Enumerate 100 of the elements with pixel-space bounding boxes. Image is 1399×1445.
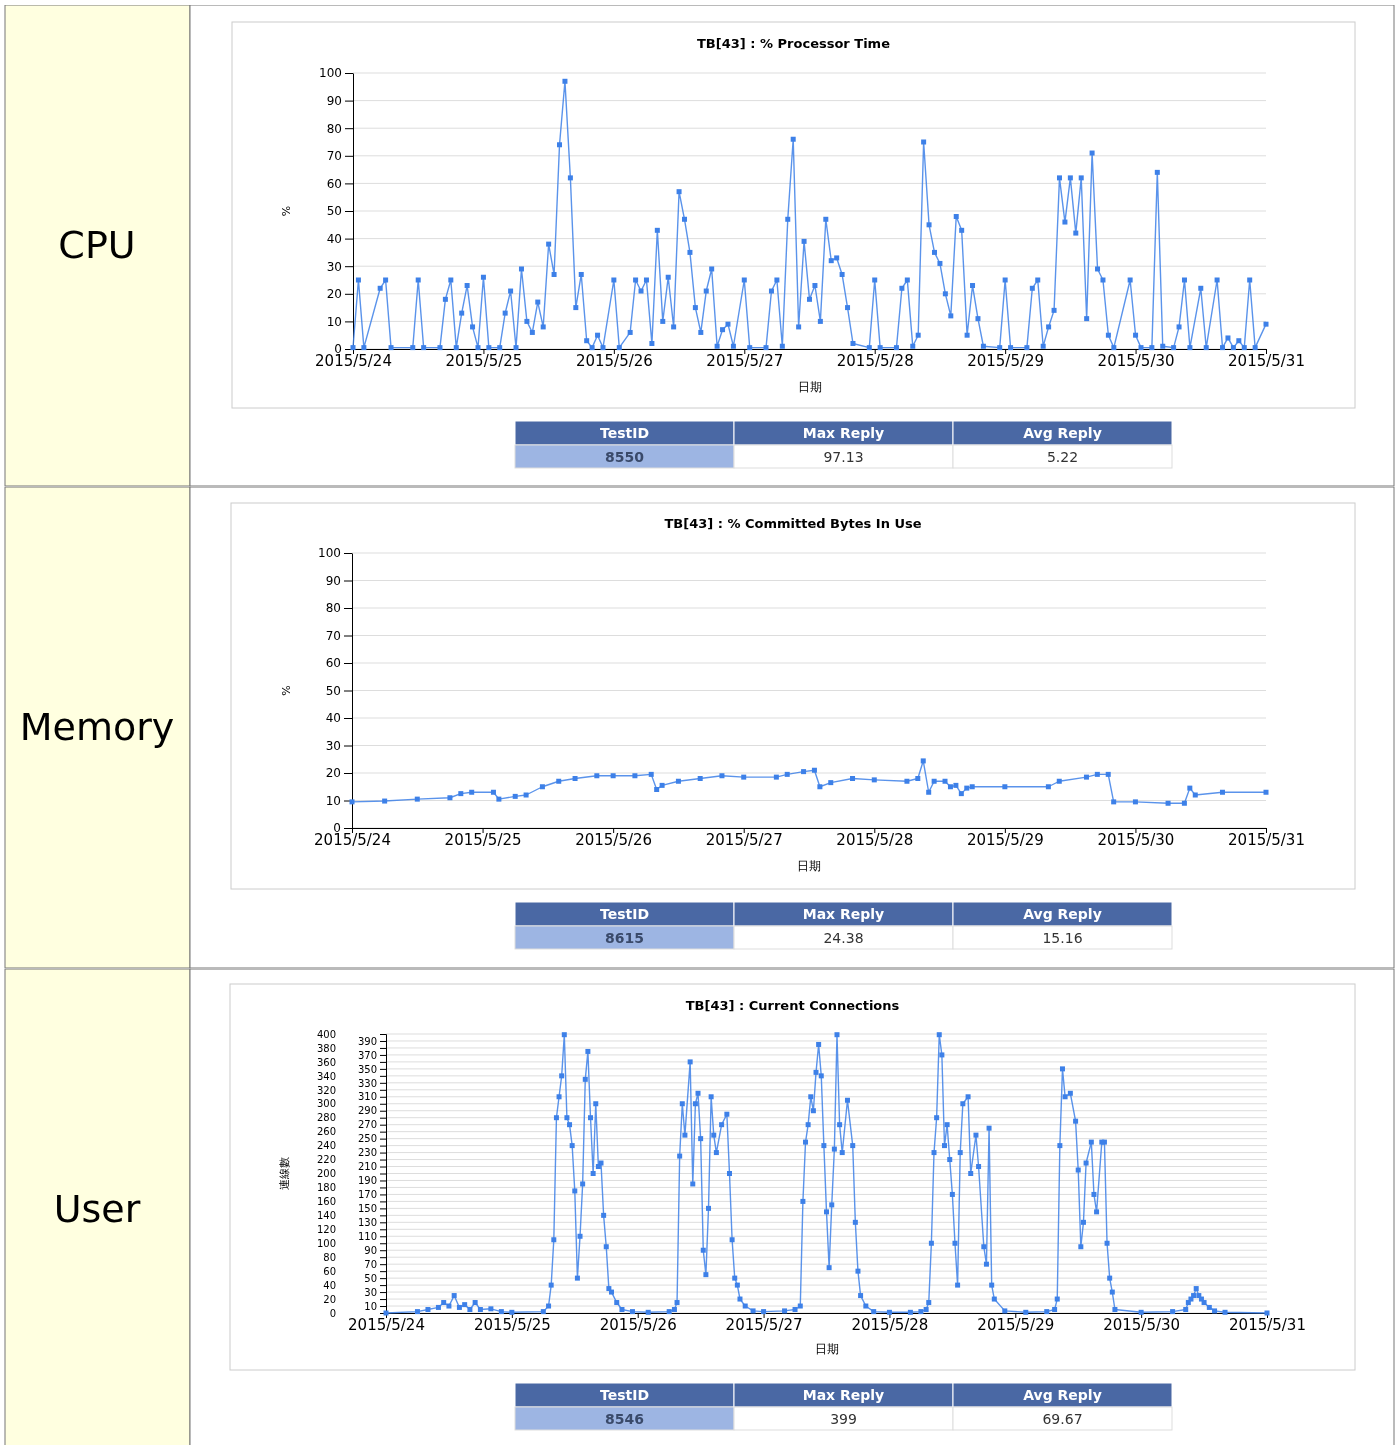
y-tick-label: 20	[326, 287, 342, 302]
y-tick-label: 0	[329, 1307, 336, 1319]
point	[904, 778, 910, 784]
point	[594, 773, 600, 779]
y2-tick-label: 190	[357, 1175, 377, 1187]
point	[1219, 789, 1225, 795]
y-tick-label: 20	[323, 1293, 336, 1305]
point	[958, 791, 964, 797]
point	[964, 785, 970, 791]
y-tick-label: 40	[326, 231, 342, 246]
y-axis-title: 連線數	[278, 1157, 291, 1190]
x-tick-label: 2015/5/25	[473, 1316, 551, 1334]
point	[556, 778, 562, 784]
point	[801, 769, 807, 775]
y-tick-label: 260	[316, 1126, 336, 1138]
y2-tick-label: 370	[357, 1049, 377, 1061]
y2-tick-label: 110	[357, 1230, 377, 1242]
x-tick-label: 2015/5/31	[1228, 352, 1305, 370]
y-tick-label: 400	[316, 1028, 336, 1040]
point	[654, 787, 660, 792]
point	[512, 793, 518, 799]
x-tick-label: 2015/5/27	[705, 831, 783, 849]
y-tick-label: 40	[323, 1279, 336, 1291]
y2-tick-label: 150	[357, 1203, 377, 1215]
x-tick-label: 2015/5/28	[851, 1316, 929, 1334]
point	[1045, 784, 1051, 790]
y2-tick-label: 350	[357, 1063, 377, 1075]
point	[741, 774, 747, 780]
y2-tick-label: 270	[357, 1119, 377, 1131]
text: TestID	[599, 906, 650, 922]
point	[659, 782, 665, 788]
point	[610, 773, 616, 779]
point	[953, 782, 959, 788]
text: 399	[830, 1411, 857, 1427]
y-axis-title: %	[280, 685, 293, 696]
point	[931, 778, 937, 784]
point	[1165, 800, 1171, 806]
y-tick-label: 100	[319, 66, 342, 81]
y2-tick-label: 310	[357, 1091, 377, 1103]
x-tick-label: 2015/5/25	[444, 831, 522, 849]
y-tick-label: 70	[326, 149, 342, 164]
text: 8615	[605, 930, 644, 946]
text: TestID	[599, 425, 650, 441]
x-tick-label: 2015/5/24	[314, 831, 391, 849]
point	[675, 778, 681, 784]
y-tick-label: 80	[323, 1251, 336, 1263]
y-tick-label: 90	[326, 93, 342, 108]
y2-tick-label: 30	[364, 1286, 377, 1298]
x-axis-title: 日期	[814, 1342, 839, 1356]
point	[1094, 771, 1100, 777]
point	[447, 795, 453, 801]
point	[648, 771, 654, 777]
y-tick-label: 80	[325, 601, 341, 616]
text: CPU	[58, 222, 136, 267]
y-tick-label: 80	[326, 121, 342, 136]
text: Avg Reply	[1023, 906, 1102, 922]
text: TestID	[599, 1387, 650, 1403]
point	[773, 774, 779, 780]
point	[349, 799, 355, 805]
point	[811, 767, 817, 773]
y2-tick-label: 390	[357, 1035, 377, 1047]
x-tick-label: 2015/5/30	[1097, 831, 1175, 849]
point	[1132, 799, 1138, 805]
point	[1056, 778, 1062, 784]
text: Avg Reply	[1023, 425, 1102, 441]
text: 24.38	[823, 930, 864, 946]
point	[969, 784, 975, 790]
chart-title: TB[43] : Current Connections	[685, 998, 900, 1013]
point	[942, 778, 948, 784]
point	[915, 776, 921, 781]
x-tick-label: 2015/5/27	[725, 1316, 803, 1334]
point	[850, 776, 856, 781]
y-tick-label: 50	[326, 204, 342, 219]
y-tick-label: 30	[325, 738, 341, 753]
x-tick-label: 2015/5/29	[967, 352, 1045, 370]
y-tick-label: 280	[316, 1112, 336, 1124]
text: Max Reply	[802, 906, 885, 922]
y-tick-label: 20	[325, 766, 341, 781]
point	[1187, 785, 1193, 791]
text: 15.16	[1042, 930, 1083, 946]
y-tick-label: 140	[316, 1210, 336, 1222]
point	[926, 789, 932, 795]
point	[523, 792, 529, 798]
x-tick-label: 2015/5/31	[1229, 1316, 1306, 1334]
point	[458, 791, 464, 797]
y-tick-label: 100	[316, 1237, 336, 1249]
y2-tick-label: 130	[357, 1217, 377, 1229]
x-axis-title: 日期	[797, 380, 822, 394]
point	[947, 784, 953, 790]
y-tick-label: 60	[326, 176, 342, 191]
point	[1181, 800, 1187, 806]
point	[539, 784, 545, 790]
x-tick-label: 2015/5/30	[1097, 352, 1175, 370]
text: 69.67	[1042, 1411, 1083, 1427]
y2-tick-label: 50	[364, 1272, 377, 1284]
y-tick-label: 240	[316, 1140, 336, 1152]
point	[1083, 774, 1089, 780]
x-tick-label: 2015/5/30	[1103, 1316, 1181, 1334]
point	[1002, 784, 1008, 790]
text: 97.13	[823, 449, 864, 465]
